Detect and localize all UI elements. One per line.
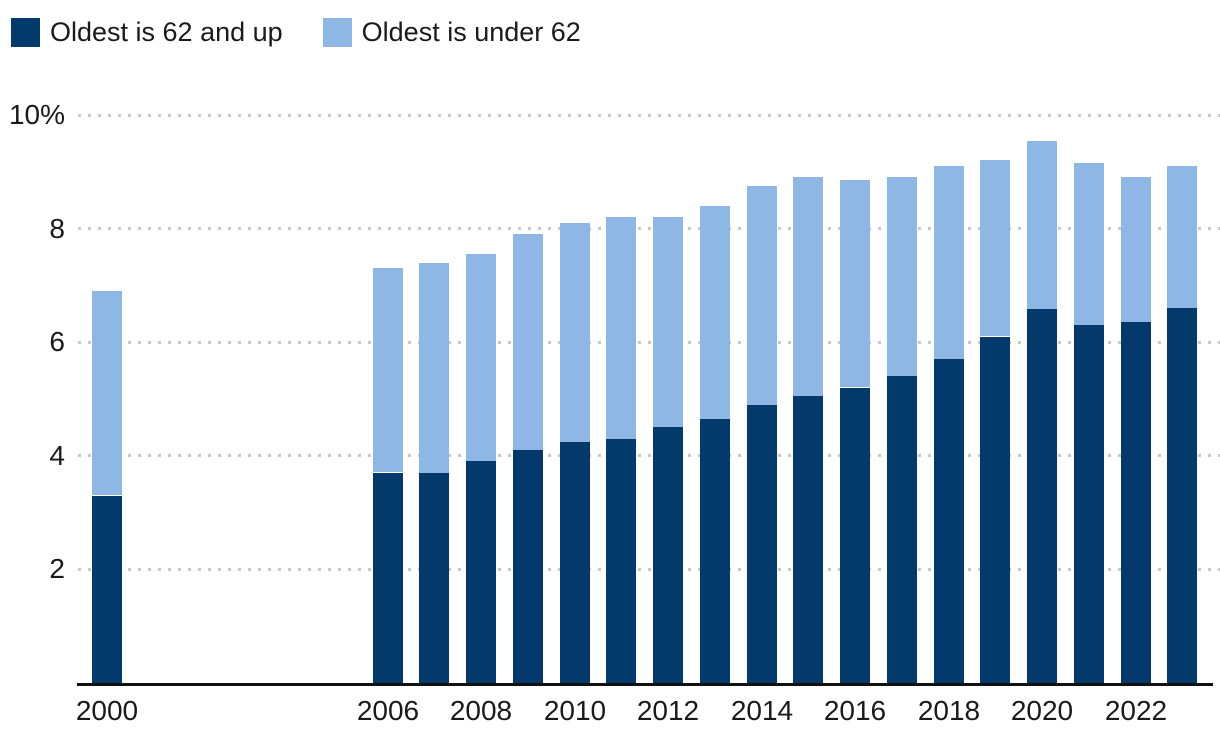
y-tick-label-8: 8 xyxy=(49,213,65,244)
bar-2015-segment-62-and-up xyxy=(793,396,823,683)
bar-2023-segment-under-62 xyxy=(1167,166,1197,308)
bar-2013-segment-under-62 xyxy=(700,206,730,419)
bar-2008-segment-under-62 xyxy=(466,254,496,461)
bar-2013-segment-62-and-up xyxy=(700,419,730,683)
bar-2007-segment-62-and-up xyxy=(419,473,449,683)
bar-2018-segment-under-62 xyxy=(934,166,964,359)
bar-2019-segment-62-and-up xyxy=(980,337,1010,683)
bar-2019-segment-under-62 xyxy=(980,160,1010,336)
bar-2020-segment-62-and-up xyxy=(1027,308,1057,683)
bar-2011-segment-under-62 xyxy=(606,217,636,439)
gridline-8 xyxy=(78,227,1220,230)
x-tick-label-2016: 2016 xyxy=(823,695,887,726)
gridline-6 xyxy=(78,341,1220,344)
bar-2014-segment-under-62 xyxy=(747,186,777,405)
bar-2022-segment-62-and-up xyxy=(1121,322,1151,683)
legend-label-oldest-under-62: Oldest is under 62 xyxy=(361,17,581,47)
bar-2007-segment-under-62 xyxy=(419,263,449,473)
x-tick-label-2008: 2008 xyxy=(449,695,513,726)
legend-swatch-light-icon xyxy=(322,18,352,47)
gridline-10 xyxy=(78,114,1220,117)
bar-2023-segment-62-and-up xyxy=(1167,308,1197,683)
legend: Oldest is 62 and up Oldest is under 62 xyxy=(11,18,581,47)
bar-2009-segment-under-62 xyxy=(513,234,543,450)
legend-swatch-dark-icon xyxy=(11,18,40,47)
bar-2016-segment-under-62 xyxy=(840,180,870,387)
legend-item-oldest-under-62: Oldest is under 62 xyxy=(322,17,581,47)
bar-2021-segment-62-and-up xyxy=(1074,325,1104,683)
bar-2000-segment-62-and-up xyxy=(92,496,122,683)
bar-2006-segment-under-62 xyxy=(373,268,403,472)
bar-2021-segment-under-62 xyxy=(1074,163,1104,325)
bar-2022-segment-under-62 xyxy=(1121,177,1151,322)
y-tick-label-10: 10% xyxy=(8,99,65,130)
x-tick-label-2020: 2020 xyxy=(1010,695,1074,726)
bar-2010-segment-under-62 xyxy=(560,223,590,442)
y-tick-label-2: 2 xyxy=(49,553,65,584)
x-tick-label-2014: 2014 xyxy=(730,695,794,726)
x-axis-line xyxy=(77,683,1213,686)
x-tick-label-2012: 2012 xyxy=(636,695,700,726)
bar-2016-segment-62-and-up xyxy=(840,388,870,683)
bar-2018-segment-62-and-up xyxy=(934,359,964,683)
bar-2015-segment-under-62 xyxy=(793,177,823,396)
bar-2012-segment-under-62 xyxy=(653,217,683,427)
bar-2009-segment-62-and-up xyxy=(513,450,543,683)
bar-2011-segment-62-and-up xyxy=(606,439,636,683)
gridline-2 xyxy=(78,568,1220,571)
bar-2017-segment-62-and-up xyxy=(887,376,917,683)
bar-2012-segment-62-and-up xyxy=(653,427,683,683)
x-tick-label-2010: 2010 xyxy=(543,695,607,726)
x-tick-label-2000: 2000 xyxy=(75,695,139,726)
y-tick-label-4: 4 xyxy=(49,440,65,471)
x-tick-label-2006: 2006 xyxy=(356,695,420,726)
bar-2014-segment-62-and-up xyxy=(747,405,777,683)
gridline-4 xyxy=(78,454,1220,457)
bar-2006-segment-62-and-up xyxy=(373,473,403,683)
bar-2020-segment-under-62 xyxy=(1027,141,1057,309)
x-tick-label-2022: 2022 xyxy=(1104,695,1168,726)
bar-2010-segment-62-and-up xyxy=(560,442,590,683)
bar-2008-segment-62-and-up xyxy=(466,461,496,683)
legend-label-oldest-62-and-up: Oldest is 62 and up xyxy=(50,17,283,47)
bar-2000-segment-under-62 xyxy=(92,291,122,495)
legend-item-oldest-62-and-up: Oldest is 62 and up xyxy=(11,18,283,47)
x-tick-label-2018: 2018 xyxy=(917,695,981,726)
y-tick-label-6: 6 xyxy=(49,326,65,357)
bar-2017-segment-under-62 xyxy=(887,177,917,376)
